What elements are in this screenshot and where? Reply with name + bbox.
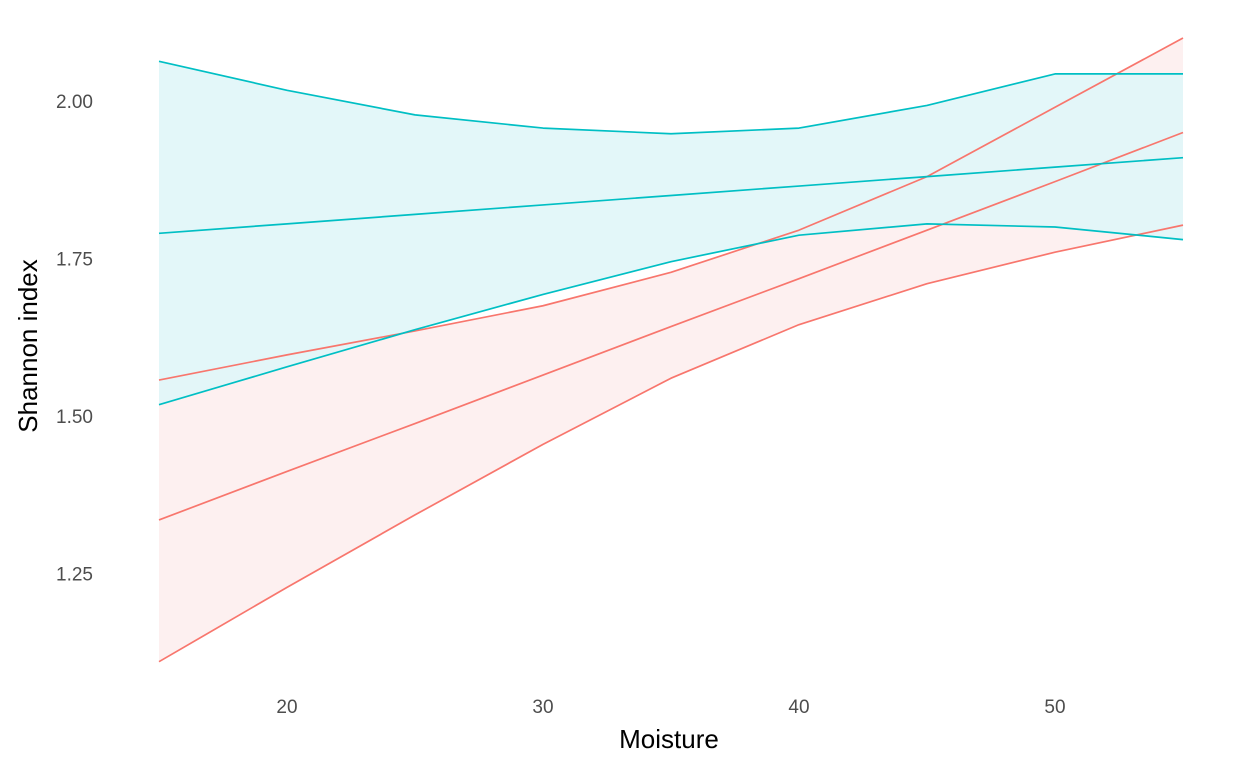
x-axis-ticks: 20 30 40 50 xyxy=(276,697,1065,718)
series-2-lower-line xyxy=(158,223,1184,406)
x-tick-label: 50 xyxy=(1044,697,1065,718)
y-tick-label: 2.00 xyxy=(56,92,93,113)
y-tick-label: 1.75 xyxy=(56,250,93,271)
y-axis-title: Shannon index xyxy=(13,259,43,432)
x-tick-label: 30 xyxy=(532,697,553,718)
x-tick-label: 40 xyxy=(788,697,809,718)
y-tick-label: 1.25 xyxy=(56,565,93,586)
ribbon-layer xyxy=(159,38,1183,662)
series-2-fit-line xyxy=(158,156,1184,235)
series-1-lower-line xyxy=(158,224,1184,663)
x-tick-label: 20 xyxy=(276,697,297,718)
series-1-upper-line xyxy=(158,37,1184,381)
y-axis-ticks: 1.25 1.50 1.75 2.00 xyxy=(56,92,93,586)
line-layer xyxy=(158,37,1184,663)
y-tick-label: 1.50 xyxy=(56,407,93,428)
series-1-fit-line xyxy=(158,131,1184,521)
series-2-ribbon xyxy=(159,61,1183,405)
series-2-upper-line xyxy=(158,60,1183,135)
x-axis-title: Moisture xyxy=(619,724,719,754)
